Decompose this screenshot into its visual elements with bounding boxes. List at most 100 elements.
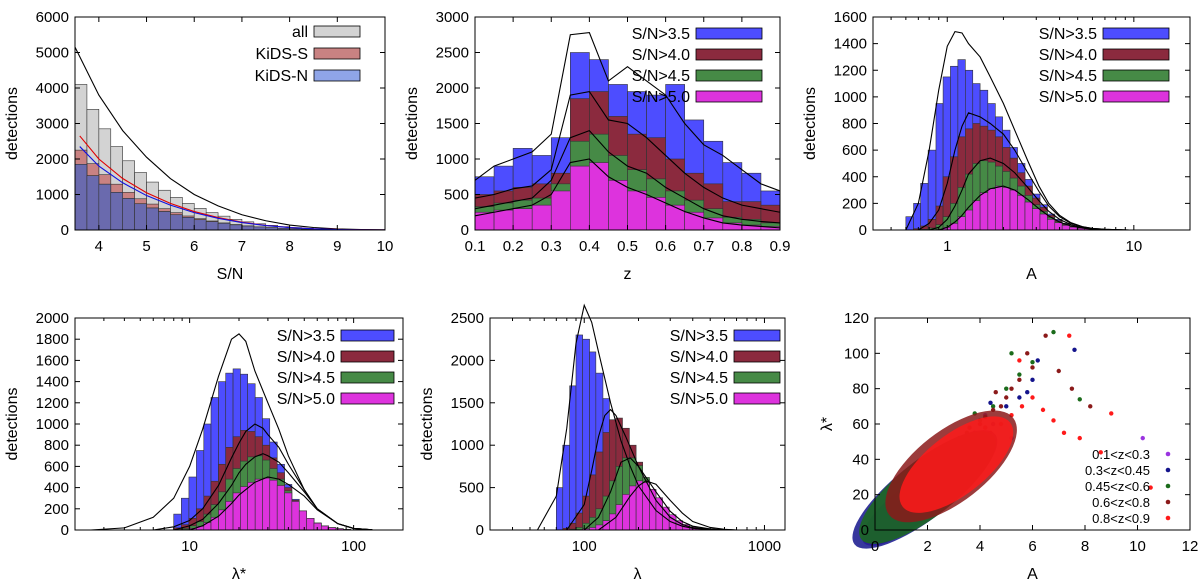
- y-axis-label: detections: [419, 388, 436, 461]
- scatter-point: [993, 390, 998, 395]
- bar: [254, 478, 263, 531]
- y-axis-label: detections: [802, 87, 819, 160]
- y-tick-label: 1600: [834, 9, 867, 26]
- bar: [972, 200, 981, 231]
- scatter-point: [1140, 435, 1145, 441]
- y-tick-label: 1200: [834, 62, 867, 79]
- y-tick-label: 0: [461, 222, 469, 239]
- legend-marker: [1165, 515, 1171, 521]
- x-tick-label: 0.1: [465, 238, 486, 255]
- legend-swatch: [340, 371, 395, 384]
- y-tick-label: 4000: [36, 80, 69, 97]
- y-tick-label: 200: [842, 195, 867, 212]
- legend-swatch: [340, 350, 395, 363]
- scatter-point: [1017, 395, 1022, 400]
- x-tick-label: 9: [333, 238, 341, 255]
- x-tick-label: 10: [1129, 538, 1146, 555]
- y-axis-label: detections: [4, 388, 21, 461]
- x-tick-label: 12: [1182, 538, 1199, 555]
- scatter-point: [1009, 386, 1014, 391]
- scatter-point: [1051, 329, 1056, 335]
- bar: [146, 207, 159, 231]
- panel-p4: 0 200 400 600 800 1000 1200 1400 1600 1800 2000 10 1…: [4, 310, 404, 583]
- legend-label: S/N>5.0: [670, 391, 728, 408]
- panel-p3: 0 200 400 600 800 1000 1200 1400 1600 1 10 Adetecti…: [802, 9, 1191, 283]
- legend-marker: [1165, 499, 1171, 505]
- scatter-point: [1030, 365, 1035, 370]
- bar: [531, 204, 552, 231]
- legend-swatch: [695, 69, 763, 82]
- y-tick-label: 500: [459, 480, 484, 497]
- scatter-point: [998, 404, 1004, 409]
- bar: [1009, 189, 1018, 231]
- bar: [217, 222, 231, 231]
- scatter-point: [1030, 359, 1035, 365]
- y-tick-label: 60: [852, 416, 869, 433]
- y-tick-label: 2500: [451, 310, 484, 327]
- x-tick-label: 0.3: [541, 238, 562, 255]
- legend-label: 0.8<z<0.9: [1092, 511, 1150, 526]
- fit-curve: [474, 32, 781, 192]
- y-tick-label: 80: [852, 381, 869, 398]
- x-tick-label: 8: [285, 238, 293, 255]
- plot-frame: [489, 317, 786, 531]
- bar: [262, 477, 271, 531]
- scatter-point: [1069, 386, 1075, 391]
- legend-swatch: [733, 392, 781, 405]
- scatter-point: [1030, 395, 1035, 400]
- legend-label: S/N>4.5: [632, 68, 690, 85]
- legend-label: KiDS-N: [255, 68, 308, 85]
- legend-swatch: [313, 25, 361, 38]
- y-tick-label: 600: [842, 142, 867, 159]
- x-axis-label: z: [624, 266, 632, 283]
- fit-curve: [173, 453, 373, 531]
- legend-label: 0.1<z<0.3: [1092, 447, 1150, 462]
- bar: [1032, 208, 1041, 231]
- scatter-point: [1098, 450, 1103, 455]
- y-tick-label: 1500: [451, 395, 484, 412]
- bar: [987, 188, 996, 231]
- x-axis-label: A: [1027, 566, 1038, 583]
- legend-label: S/N>4.5: [277, 370, 335, 387]
- legend-label: S/N>3.5: [1039, 26, 1097, 43]
- scatter-point: [1025, 390, 1030, 395]
- bar: [276, 485, 285, 531]
- scatter-point: [1148, 485, 1153, 490]
- y-axis-label: detections: [404, 87, 421, 160]
- bar: [1061, 225, 1070, 231]
- x-tick-label: 6: [190, 238, 198, 255]
- fit-curve: [918, 112, 1130, 231]
- legend-label: S/N>4.5: [1039, 68, 1097, 85]
- x-tick-label: 0.8: [731, 238, 752, 255]
- y-tick-label: 5000: [36, 45, 69, 62]
- bar: [703, 217, 724, 231]
- bar: [203, 522, 212, 531]
- x-tick-label: 5: [142, 238, 150, 255]
- scatter-point: [1067, 333, 1072, 338]
- fit-curve: [74, 46, 386, 231]
- y-tick-label: 1000: [834, 89, 867, 106]
- scatter-point: [1088, 404, 1093, 409]
- legend-label: S/N>4.0: [670, 349, 728, 366]
- legend-label: S/N>5.0: [277, 391, 335, 408]
- x-tick-label: 2: [923, 538, 931, 555]
- y-tick-label: 40: [852, 451, 869, 468]
- x-tick-label: 0.2: [503, 238, 524, 255]
- bar: [1047, 219, 1056, 231]
- scatter-point: [1040, 407, 1046, 413]
- bar: [665, 204, 685, 231]
- legend-swatch: [340, 329, 395, 342]
- y-tick-label: 800: [44, 437, 69, 454]
- bar: [74, 164, 88, 231]
- legend-swatch: [1102, 27, 1170, 40]
- fit-curve: [79, 146, 386, 231]
- bar: [269, 479, 278, 531]
- scatter-point: [1019, 404, 1025, 409]
- x-tick-label: 4: [976, 538, 984, 555]
- x-tick-label: 6: [1028, 538, 1036, 555]
- y-tick-label: 3000: [436, 9, 469, 26]
- legend-swatch: [1102, 69, 1170, 82]
- x-axis-label: S/N: [217, 266, 244, 283]
- bar: [170, 214, 183, 231]
